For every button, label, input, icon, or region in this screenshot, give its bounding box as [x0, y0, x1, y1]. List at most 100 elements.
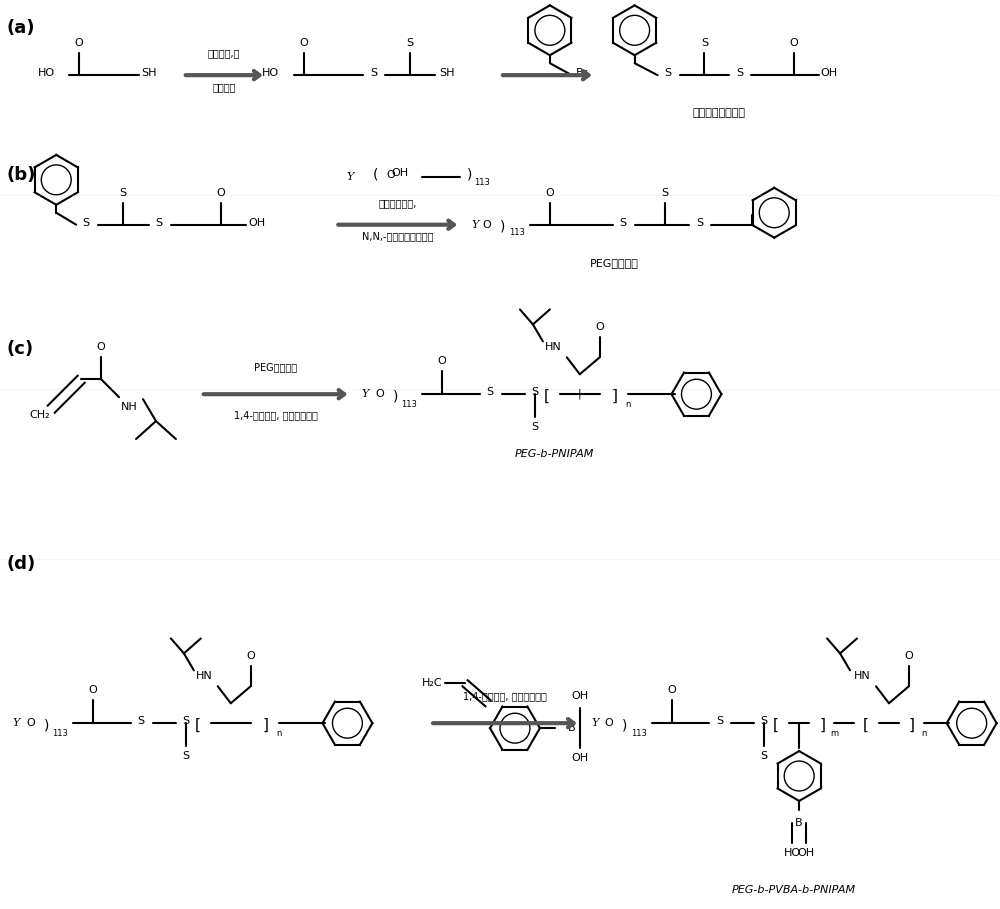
- Text: O: O: [246, 652, 255, 662]
- Text: S: S: [664, 68, 671, 78]
- Text: n: n: [921, 729, 927, 737]
- Text: 二甲氨基吡啶,: 二甲氨基吡啶,: [378, 198, 416, 208]
- Text: HO: HO: [784, 848, 801, 858]
- Text: H₂C: H₂C: [422, 678, 443, 688]
- Text: ): ): [44, 718, 49, 732]
- Text: [: [: [863, 718, 869, 733]
- Text: 113: 113: [474, 178, 490, 187]
- Text: S: S: [486, 387, 494, 397]
- Text: 氢氧化钾,水: 氢氧化钾,水: [208, 48, 240, 58]
- Text: O: O: [545, 188, 554, 198]
- Text: NH: NH: [121, 402, 137, 412]
- Text: ): ): [500, 220, 506, 234]
- Text: Y: Y: [362, 389, 369, 399]
- Text: O: O: [97, 343, 105, 353]
- Text: Y: Y: [471, 220, 479, 230]
- Text: N,N,-二环己基碳酰亚胺: N,N,-二环己基碳酰亚胺: [362, 232, 433, 242]
- Text: OH: OH: [821, 68, 838, 78]
- Text: ): ): [393, 389, 398, 404]
- Text: OH: OH: [798, 848, 815, 858]
- Text: S: S: [701, 38, 708, 48]
- Text: S: S: [83, 218, 90, 228]
- Text: HN: HN: [854, 672, 870, 682]
- Text: O: O: [386, 170, 395, 180]
- Text: OH: OH: [571, 753, 588, 763]
- Text: S: S: [119, 188, 127, 198]
- Text: n: n: [625, 400, 630, 409]
- Text: S: S: [531, 387, 538, 397]
- Text: 二硫化碳: 二硫化碳: [212, 82, 236, 92]
- Text: 113: 113: [401, 400, 417, 409]
- Text: PEG-b-PVBA-b-PNIPAM: PEG-b-PVBA-b-PNIPAM: [732, 884, 856, 894]
- Text: m: m: [830, 729, 838, 737]
- Text: O: O: [438, 356, 447, 366]
- Text: (d): (d): [6, 554, 36, 573]
- Text: 113: 113: [631, 729, 647, 737]
- Text: 113: 113: [52, 729, 68, 737]
- Text: 1,4-二氧六环, 偶氮二异丁腈: 1,4-二氧六环, 偶氮二异丁腈: [463, 691, 547, 701]
- Text: S: S: [761, 716, 768, 726]
- Text: O: O: [375, 389, 384, 399]
- Text: SH: SH: [439, 68, 455, 78]
- Text: ): ): [622, 718, 627, 732]
- Text: (c): (c): [6, 340, 34, 358]
- Text: Y: Y: [347, 172, 354, 182]
- Text: 113: 113: [509, 228, 525, 237]
- Text: HO: HO: [262, 68, 279, 78]
- Text: O: O: [604, 718, 613, 728]
- Text: [: [: [773, 718, 779, 733]
- Text: S: S: [661, 188, 668, 198]
- Text: O: O: [904, 652, 913, 662]
- Text: S: S: [696, 218, 703, 228]
- Text: O: O: [89, 685, 98, 695]
- Text: OH: OH: [392, 168, 409, 178]
- Text: PEG-b-PNIPAM: PEG-b-PNIPAM: [515, 449, 595, 459]
- Text: OH: OH: [571, 691, 588, 701]
- Text: S: S: [531, 422, 538, 432]
- Text: S: S: [619, 218, 626, 228]
- Text: S: S: [370, 68, 377, 78]
- Text: PEG大分子链: PEG大分子链: [590, 257, 639, 267]
- Text: ]: ]: [263, 718, 269, 733]
- Text: ]: ]: [612, 389, 618, 404]
- Text: S: S: [716, 716, 723, 726]
- Text: S: S: [761, 751, 768, 761]
- Text: n: n: [276, 729, 281, 737]
- Text: S: S: [736, 68, 743, 78]
- Text: ): ): [467, 168, 473, 182]
- Text: S: S: [155, 218, 163, 228]
- Text: B: B: [795, 818, 803, 828]
- Text: (b): (b): [6, 165, 36, 184]
- Text: [: [: [195, 718, 201, 733]
- Text: 苄基三硫代碳酸酯: 苄基三硫代碳酸酯: [693, 108, 746, 118]
- Text: Y: Y: [591, 718, 598, 728]
- Text: Y: Y: [13, 718, 20, 728]
- Text: O: O: [216, 188, 225, 198]
- Text: |: |: [578, 389, 582, 399]
- Text: O: O: [26, 718, 35, 728]
- Text: CH₂: CH₂: [29, 410, 50, 420]
- Text: S: S: [137, 716, 145, 726]
- Text: HN: HN: [544, 343, 561, 353]
- Text: O: O: [790, 38, 799, 48]
- Text: O: O: [595, 323, 604, 333]
- Text: [: [: [544, 389, 550, 404]
- Text: B: B: [568, 724, 576, 734]
- Text: HN: HN: [195, 672, 212, 682]
- Text: Br: Br: [576, 68, 588, 78]
- Text: PEG大分子链: PEG大分子链: [254, 363, 297, 373]
- Text: ]: ]: [909, 718, 915, 733]
- Text: (a): (a): [6, 19, 35, 37]
- Text: OH: OH: [248, 218, 265, 228]
- Text: S: S: [407, 38, 414, 48]
- Text: HO: HO: [38, 68, 55, 78]
- Text: O: O: [75, 38, 84, 48]
- Text: O: O: [483, 220, 491, 230]
- Text: (: (: [373, 168, 378, 182]
- Text: 1,4-二氧六环, 偶氮二异丁腈: 1,4-二氧六环, 偶氮二异丁腈: [234, 410, 318, 420]
- Text: O: O: [667, 685, 676, 695]
- Text: S: S: [182, 716, 189, 726]
- Text: O: O: [299, 38, 308, 48]
- Text: SH: SH: [141, 68, 157, 78]
- Text: ]: ]: [819, 718, 825, 733]
